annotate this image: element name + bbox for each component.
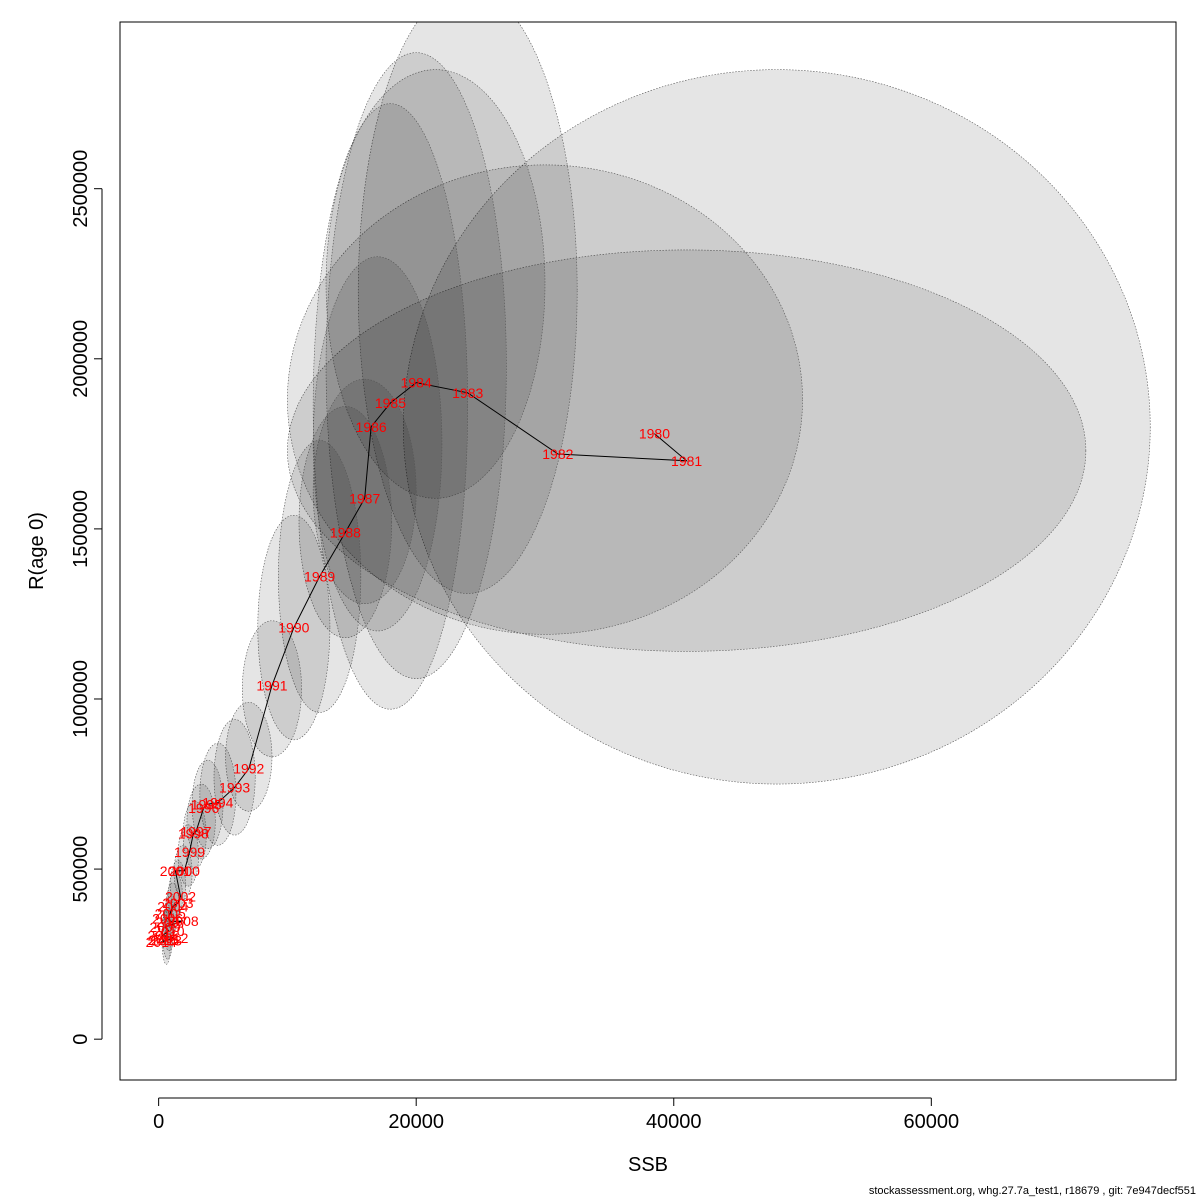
year-label: 1993 [219, 779, 250, 795]
x-tick-label: 40000 [646, 1111, 702, 1133]
y-tick-label: 500000 [70, 836, 92, 903]
year-label: 1998 [178, 825, 209, 841]
year-label: 2008 [168, 913, 199, 929]
year-label: 2006 [152, 910, 183, 926]
year-label: 2001 [160, 863, 191, 879]
year-label: 2010 [153, 923, 184, 939]
y-tick-label: 1500000 [70, 490, 92, 568]
year-label: 1984 [401, 375, 432, 391]
y-tick-label: 2500000 [70, 150, 92, 228]
year-label: 2014 [146, 934, 177, 950]
year-label: 1988 [330, 524, 361, 540]
confidence-ellipse [199, 742, 237, 846]
year-label: 1981 [671, 453, 702, 469]
year-label: 1997 [180, 824, 211, 840]
confidence-ellipse [287, 249, 1087, 652]
x-axis-title: SSB [628, 1154, 668, 1176]
confidence-ellipse [186, 783, 216, 860]
year-label: 2002 [165, 888, 196, 904]
confidence-ellipse [312, 103, 469, 710]
year-label: 2011 [147, 927, 177, 943]
year-label: 2013 [151, 933, 182, 949]
footer-note: stockassessment.org, whg.27.7a_test1, r1… [868, 1185, 1196, 1197]
year-label: 2009 [149, 919, 180, 935]
year-label: 2015 [148, 932, 179, 948]
confidence-ellipse [298, 406, 393, 639]
confidence-ellipse [213, 719, 256, 836]
year-label: 2012 [157, 930, 188, 946]
year-label: 2005 [155, 905, 186, 921]
year-label: 1980 [639, 426, 670, 442]
year-label: 1991 [256, 677, 287, 693]
year-label: 1990 [278, 620, 309, 636]
confidence-ellipse [242, 620, 302, 758]
year-label: 1992 [233, 761, 264, 777]
year-label: 1996 [188, 800, 219, 816]
year-label: 2000 [169, 863, 200, 879]
year-label: 1982 [542, 446, 573, 462]
x-axis: 0 20000 40000 60000 [153, 1097, 960, 1133]
confidence-ellipses [161, 22, 1151, 965]
plot-box [119, 21, 1177, 1081]
year-label: 1986 [356, 419, 387, 435]
year-label: 1985 [375, 395, 406, 411]
confidence-ellipse [312, 256, 443, 632]
year-label: 2003 [162, 895, 193, 911]
x-tick-label: 20000 [388, 1111, 444, 1133]
year-label: 1989 [304, 569, 335, 585]
trajectory [160, 382, 689, 943]
x-tick-label: 60000 [904, 1111, 960, 1133]
year-label: 1983 [452, 385, 483, 401]
y-axis: 0 500000 1000000 1500000 2000000 2500000 [70, 150, 103, 1045]
y-tick-label: 1000000 [70, 660, 92, 738]
y-axis-title: R(age 0) [26, 512, 48, 590]
x-tick-label: 0 [153, 1111, 164, 1133]
year-label: 2004 [157, 899, 188, 915]
trajectory-line [160, 382, 689, 943]
confidence-ellipse [312, 378, 417, 605]
year-label: 2007 [156, 914, 187, 930]
year-label: 1994 [202, 795, 233, 811]
confidence-ellipse [403, 69, 1151, 785]
confidence-ellipse [357, 22, 578, 594]
y-tick-label: 2000000 [70, 320, 92, 398]
year-label: 1987 [349, 490, 380, 506]
year-label: 1999 [174, 844, 205, 860]
confidence-ellipse [325, 52, 507, 679]
year-label: 1995 [191, 796, 222, 812]
confidence-ellipse [325, 69, 546, 499]
y-tick-label: 0 [70, 1034, 92, 1045]
confidence-ellipse [287, 164, 803, 635]
